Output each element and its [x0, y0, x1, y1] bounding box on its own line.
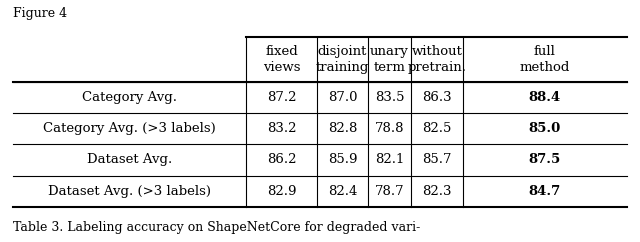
Text: fixed
views: fixed views [263, 45, 300, 74]
Text: 78.8: 78.8 [374, 122, 404, 135]
Text: 84.7: 84.7 [529, 185, 561, 198]
Text: disjoint
training: disjoint training [316, 45, 369, 74]
Text: 78.7: 78.7 [374, 185, 404, 198]
Text: 85.9: 85.9 [328, 153, 357, 166]
Text: 82.3: 82.3 [422, 185, 451, 198]
Text: 85.7: 85.7 [422, 153, 451, 166]
Text: Figure 4: Figure 4 [13, 7, 67, 20]
Text: 82.8: 82.8 [328, 122, 357, 135]
Text: Table 3. Labeling accuracy on ShapeNetCore for degraded vari-: Table 3. Labeling accuracy on ShapeNetCo… [13, 221, 420, 234]
Text: 87.5: 87.5 [529, 153, 561, 166]
Text: Category Avg. (>3 labels): Category Avg. (>3 labels) [43, 122, 216, 135]
Text: 83.2: 83.2 [267, 122, 296, 135]
Text: 87.0: 87.0 [328, 91, 357, 104]
Text: 82.5: 82.5 [422, 122, 451, 135]
Text: 85.0: 85.0 [529, 122, 561, 135]
Text: 86.2: 86.2 [267, 153, 296, 166]
Text: unary
term: unary term [370, 45, 409, 74]
Text: 87.2: 87.2 [267, 91, 296, 104]
Text: 83.5: 83.5 [374, 91, 404, 104]
Text: 82.1: 82.1 [375, 153, 404, 166]
Text: Dataset Avg.: Dataset Avg. [87, 153, 172, 166]
Text: 86.3: 86.3 [422, 91, 452, 104]
Text: full
method: full method [520, 45, 570, 74]
Text: 82.9: 82.9 [267, 185, 296, 198]
Text: Category Avg.: Category Avg. [82, 91, 177, 104]
Text: without
pretrain.: without pretrain. [407, 45, 466, 74]
Text: 82.4: 82.4 [328, 185, 357, 198]
Text: 88.4: 88.4 [529, 91, 561, 104]
Text: Dataset Avg. (>3 labels): Dataset Avg. (>3 labels) [48, 185, 211, 198]
